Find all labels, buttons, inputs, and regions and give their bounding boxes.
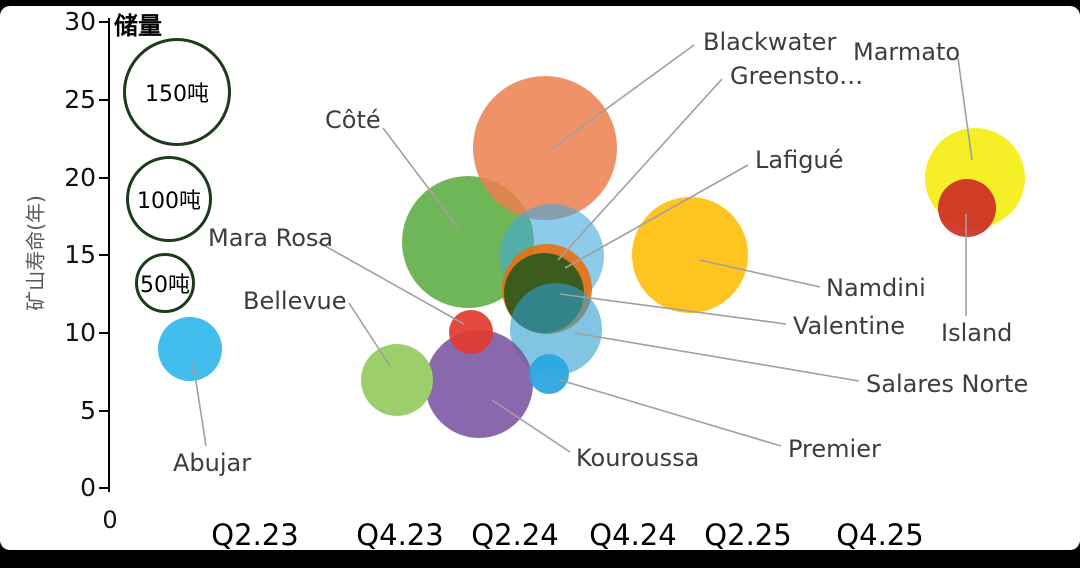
- y-axis-title: 矿山寿命(年): [23, 195, 48, 311]
- y-axis-line: [108, 18, 110, 492]
- y-tick-label-25: 25: [64, 85, 96, 114]
- point-label-kouroussa: Kouroussa: [576, 444, 700, 472]
- point-label-premier: Premier: [788, 435, 881, 463]
- y-tick-label-20: 20: [64, 163, 96, 192]
- x-tick-label-q2-25: Q2.25: [704, 518, 792, 552]
- x-tick-label-q2-24: Q2.24: [471, 518, 559, 552]
- bubble-blackwater: [473, 76, 617, 220]
- point-label-marmato: Marmato: [853, 38, 961, 66]
- bubble-island: [938, 179, 996, 237]
- size-legend-title: 储量: [114, 12, 162, 40]
- point-label-lafigu: Lafigué: [755, 146, 844, 174]
- bubble-abujar: [158, 317, 222, 381]
- point-label-valentine: Valentine: [793, 312, 905, 340]
- y-tick-mark: [99, 254, 109, 256]
- y-tick-label-0: 0: [80, 473, 96, 502]
- bubble-namdini: [632, 197, 748, 313]
- point-label-c-t: Côté: [325, 106, 381, 134]
- bubble-premier: [529, 354, 569, 394]
- y-tick-mark: [99, 21, 109, 23]
- x-tick-label-q4-24: Q4.24: [589, 518, 677, 552]
- y-tick-mark: [99, 487, 109, 489]
- legend-size-circle-50: 50吨: [135, 253, 195, 313]
- point-label-namdini: Namdini: [826, 274, 926, 302]
- y-tick-label-30: 30: [64, 7, 96, 36]
- y-tick-label-10: 10: [64, 318, 96, 347]
- x-origin-label: 0: [102, 506, 118, 534]
- point-label-bellevue: Bellevue: [243, 287, 347, 315]
- y-tick-label-5: 5: [80, 396, 96, 425]
- point-label-salares-norte: Salares Norte: [866, 370, 1029, 398]
- point-label-greensto: Greensto…: [730, 62, 864, 90]
- y-tick-mark: [99, 332, 109, 334]
- point-label-abujar: Abujar: [173, 449, 252, 477]
- point-label-mara-rosa: Mara Rosa: [208, 224, 334, 252]
- y-tick-mark: [99, 177, 109, 179]
- x-tick-label-q4-25: Q4.25: [836, 518, 924, 552]
- bubble-bellevue: [361, 344, 433, 416]
- y-tick-mark: [99, 410, 109, 412]
- point-label-island: Island: [941, 319, 1013, 347]
- bubble-mara-rosa: [449, 310, 493, 354]
- y-tick-label-15: 15: [64, 240, 96, 269]
- y-tick-mark: [99, 99, 109, 101]
- x-tick-label-q2-23: Q2.23: [211, 518, 299, 552]
- point-label-blackwater: Blackwater: [703, 28, 837, 56]
- legend-size-circle-100: 100吨: [126, 156, 212, 242]
- x-tick-label-q4-23: Q4.23: [356, 518, 444, 552]
- legend-size-circle-150: 150吨: [123, 38, 231, 146]
